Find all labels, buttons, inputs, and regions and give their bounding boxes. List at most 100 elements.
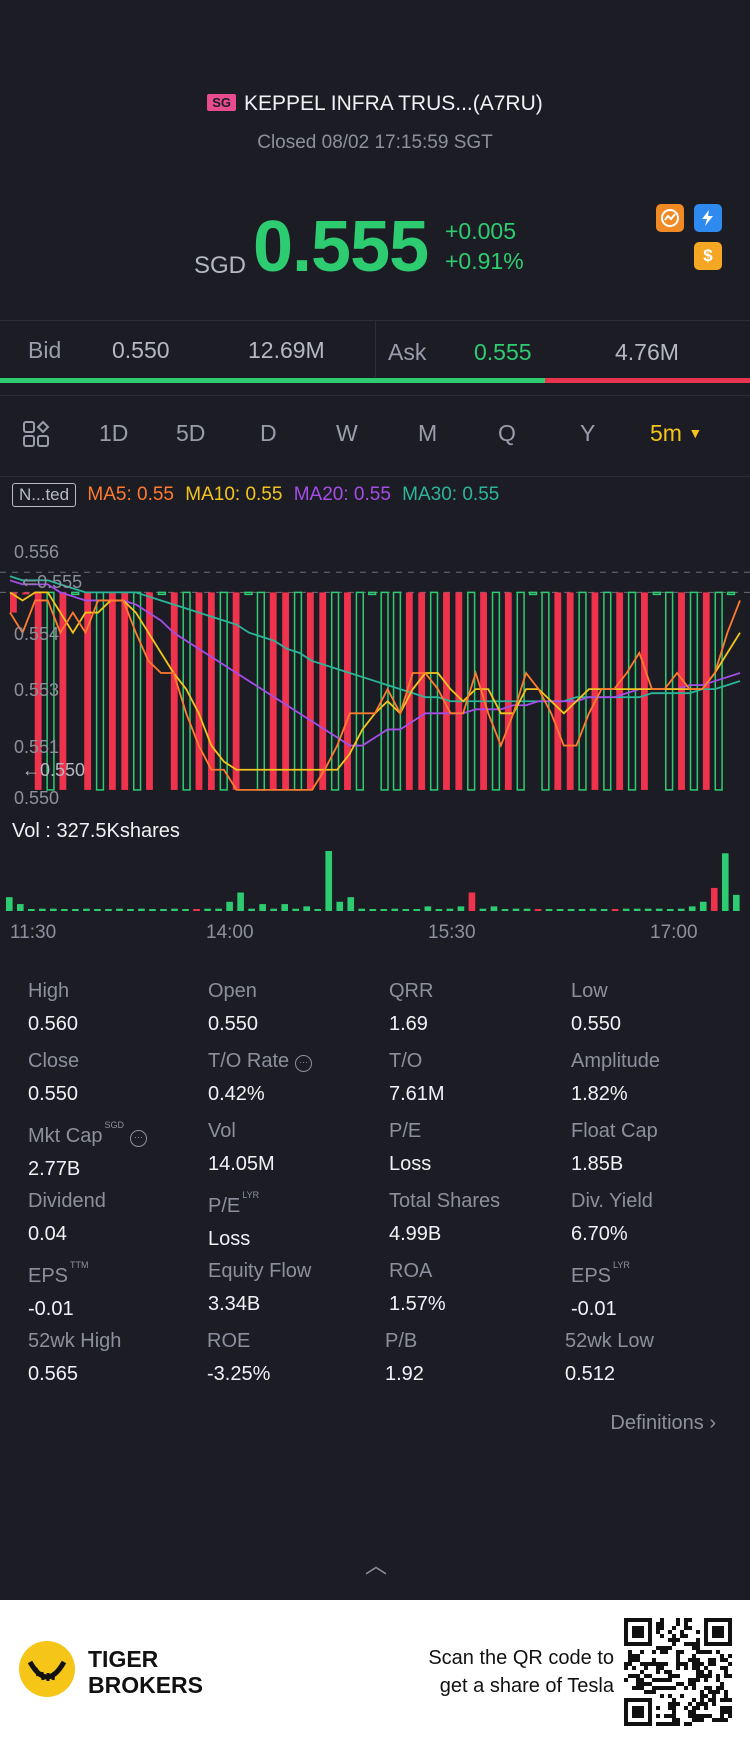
candle xyxy=(34,592,42,790)
tab-day[interactable]: D xyxy=(260,420,277,446)
candle xyxy=(541,591,550,791)
volume-bar xyxy=(204,908,211,911)
stat-value: 14.05M xyxy=(208,1153,275,1175)
volume-bar xyxy=(457,906,465,911)
time-label-1130: 11:30 xyxy=(10,922,57,943)
volume-bar xyxy=(677,908,685,911)
tab-quarter[interactable]: Q xyxy=(498,420,516,446)
indicator-chip[interactable]: N...ted xyxy=(12,483,77,507)
stat-value: 0.560 xyxy=(28,1013,79,1035)
period-tabs: 1D 5D D W M Q Y 5m ▼ xyxy=(0,395,750,477)
tab-week[interactable]: W xyxy=(336,420,358,446)
tab-1d[interactable]: 1D xyxy=(99,420,129,446)
volume-bar xyxy=(39,908,46,911)
volume-bar xyxy=(721,853,729,911)
stat-superscript: LYR xyxy=(242,1190,260,1200)
stat-label: QRR xyxy=(389,980,434,1002)
definitions-label: Definitions xyxy=(610,1412,704,1434)
chevron-up-icon[interactable]: ︿ xyxy=(365,1553,388,1578)
volume-bar xyxy=(248,908,255,911)
stat-label: Mkt Cap SGD··· xyxy=(28,1120,147,1148)
time-label-1400: 14:00 xyxy=(206,922,254,943)
stat-value: -3.25% xyxy=(207,1363,271,1385)
dollar-icon[interactable]: $ xyxy=(694,242,722,270)
promo-text: Scan the QR code to get a share of Tesla xyxy=(428,1647,614,1697)
volume-bar xyxy=(358,908,366,911)
volume-bar xyxy=(336,901,344,911)
volume-bar xyxy=(633,908,641,911)
definitions-link[interactable]: Definitions › xyxy=(610,1412,716,1435)
candle xyxy=(319,592,327,790)
stat-value: 4.99B xyxy=(389,1223,442,1245)
volume-bar xyxy=(127,909,134,911)
stat-p-b: P/B 1.92 xyxy=(385,1330,424,1386)
volume-bar xyxy=(303,906,311,911)
volume-label: Vol : 327.5Kshares xyxy=(12,820,180,842)
info-icon[interactable]: ··· xyxy=(295,1055,313,1072)
promo-banner[interactable]: TIGER BROKERS Scan the QR code to get a … xyxy=(0,1600,750,1744)
qr-code-icon[interactable] xyxy=(624,1618,732,1726)
volume-bar xyxy=(556,909,564,911)
stat-value: 1.69 xyxy=(389,1013,428,1035)
candle xyxy=(616,592,624,790)
stat-value: 0.565 xyxy=(28,1363,79,1385)
price-change: +0.005 +0.91% xyxy=(445,216,524,276)
tab-year[interactable]: Y xyxy=(580,420,596,446)
candle xyxy=(578,591,587,791)
stat-label: P/B xyxy=(385,1330,418,1352)
volume-bar xyxy=(699,901,707,911)
volume-bar xyxy=(94,909,101,911)
candle xyxy=(368,591,377,596)
volume-bar xyxy=(270,908,277,911)
volume-bar xyxy=(732,894,740,911)
stat-roa: ROA 1.57% xyxy=(389,1260,446,1316)
volume-bar xyxy=(710,887,718,911)
volume-bar xyxy=(402,909,410,911)
candle xyxy=(355,591,364,791)
stat-label: ROA xyxy=(389,1260,433,1282)
stat-qrr: QRR 1.69 xyxy=(389,980,433,1036)
stat-mkt-cap: Mkt Cap SGD··· 2.77B xyxy=(28,1120,147,1181)
stat-value: 7.61M xyxy=(389,1083,445,1105)
stat-float-cap: Float Cap 1.85B xyxy=(571,1120,658,1176)
volume-bar xyxy=(281,904,288,911)
volume-bar xyxy=(105,909,112,911)
volume-chart[interactable] xyxy=(0,845,750,913)
tab-5d[interactable]: 5D xyxy=(176,420,206,446)
stat-label: P/E xyxy=(389,1120,422,1142)
ma5-value: MA5: 0.55 xyxy=(87,484,174,505)
price-chart[interactable] xyxy=(0,540,750,810)
volume-bar xyxy=(545,909,553,911)
volume-bar xyxy=(259,904,266,911)
stat-value: -0.01 xyxy=(571,1298,617,1320)
volume-bar xyxy=(468,892,476,911)
stat-superscript: LYR xyxy=(613,1260,630,1270)
volume-bar xyxy=(6,897,13,911)
layout-grid-icon[interactable] xyxy=(22,420,50,453)
volume-bar xyxy=(479,908,487,911)
candle xyxy=(566,592,574,790)
stock-title: SG KEPPEL INFRA TRUS...(A7RU) xyxy=(0,92,750,116)
stat-label: 52wk Low xyxy=(565,1330,654,1352)
tab-5m[interactable]: 5m ▼ xyxy=(650,420,702,447)
stat-label: Div. Yield xyxy=(571,1190,653,1212)
left-arrow-icon: ← xyxy=(22,760,40,780)
bid-ask-divider xyxy=(375,321,376,377)
stat-label: EPS LYR xyxy=(571,1260,630,1287)
stat-t-o-rate: T/O Rate ··· 0.42% xyxy=(208,1050,313,1106)
stat-p-e: P/E Loss xyxy=(389,1120,431,1176)
info-icon[interactable]: ··· xyxy=(129,1130,147,1147)
ma20-value: MA20: 0.55 xyxy=(293,484,391,505)
candle xyxy=(132,591,142,791)
candle xyxy=(306,592,314,790)
tab-month[interactable]: M xyxy=(418,420,438,446)
candle xyxy=(244,591,253,596)
candle xyxy=(84,592,92,790)
time-label-1530: 15:30 xyxy=(428,922,476,943)
ask-label: Ask xyxy=(388,339,427,365)
flash-1-icon[interactable] xyxy=(694,204,722,232)
stat-value: 0.512 xyxy=(565,1363,616,1385)
candle xyxy=(665,591,674,791)
volume-bar xyxy=(578,909,586,911)
chart-badge-icon[interactable] xyxy=(656,204,684,232)
